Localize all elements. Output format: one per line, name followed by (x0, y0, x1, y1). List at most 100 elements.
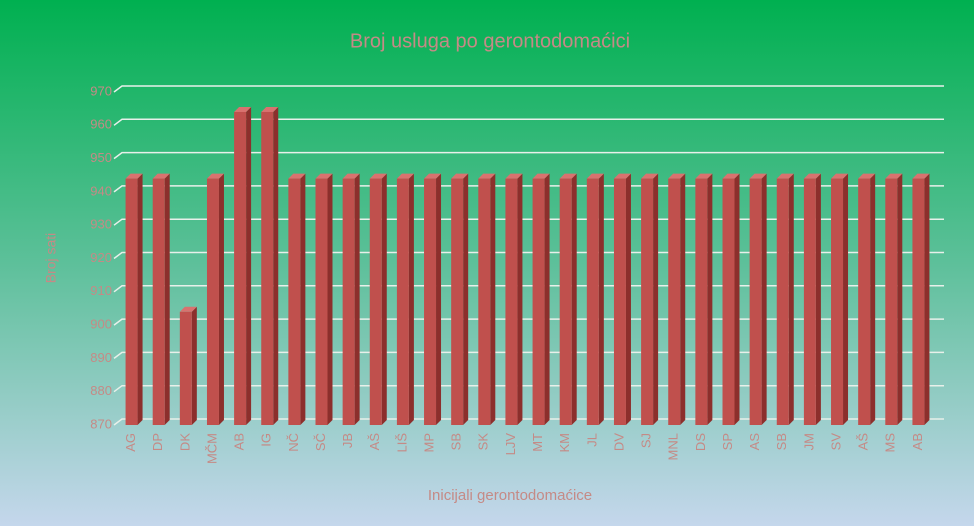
bar (125, 178, 138, 425)
bar (858, 178, 871, 425)
bar-side (381, 173, 387, 425)
bar (505, 178, 518, 425)
x-tick-label: MČM (204, 433, 219, 464)
bar-top (722, 173, 740, 179)
y-tick-label: 960 (90, 117, 112, 132)
bar-side (164, 173, 170, 425)
x-tick-label: AŠ (367, 433, 382, 451)
bar-top (152, 173, 170, 179)
bar (288, 178, 301, 425)
bar (152, 178, 165, 425)
bar-side (734, 173, 740, 425)
x-tick-label: MS (883, 433, 898, 453)
bar (695, 178, 708, 425)
x-tick-label: DP (150, 433, 165, 451)
x-tick-label: SB (774, 433, 789, 450)
bar-top (206, 173, 224, 179)
x-tick-label: AS (747, 433, 762, 451)
bar-top (749, 173, 767, 179)
x-tick-label: SB (449, 433, 464, 450)
bar-top (885, 173, 903, 179)
bar-top (125, 173, 143, 179)
bar-top (396, 173, 414, 179)
x-tick-label: JB (340, 433, 355, 448)
x-tick-label: SJ (639, 433, 654, 448)
y-tick-label: 930 (90, 217, 112, 232)
bar (315, 178, 328, 425)
bar-top (234, 106, 252, 112)
bar-side (137, 173, 143, 425)
grid-line (113, 118, 944, 126)
bar-top (858, 173, 876, 179)
bar-top (586, 173, 604, 179)
bar (668, 178, 681, 425)
bar (912, 178, 925, 425)
bar-top (505, 173, 523, 179)
x-tick-label: DK (177, 433, 192, 451)
bar (396, 178, 409, 425)
bar-side (246, 106, 252, 425)
x-tick-label: JL (584, 433, 599, 447)
bar (369, 178, 382, 425)
bar (451, 178, 464, 425)
bar-side (300, 173, 306, 425)
x-tick-label: MNL (666, 433, 681, 460)
y-tick-label: 900 (90, 317, 112, 332)
grid-line (113, 151, 944, 160)
x-axis-label: Inicijali gerontodomaćice (428, 487, 592, 504)
bar (885, 178, 898, 425)
bar (424, 178, 437, 425)
bar (342, 178, 355, 425)
bar-top (613, 173, 631, 179)
bar-side (463, 173, 469, 425)
bar-side (815, 173, 821, 425)
bar (722, 178, 735, 425)
bar-side (843, 173, 849, 425)
bar (261, 111, 274, 425)
y-tick-label: 950 (90, 150, 112, 165)
bar-top (641, 173, 659, 179)
bar-side (490, 173, 496, 425)
x-tick-label: DS (693, 433, 708, 451)
bar (206, 178, 219, 425)
bar (532, 178, 545, 425)
bar-side (653, 173, 659, 425)
bar-side (273, 106, 279, 425)
bar-side (761, 173, 767, 425)
x-tick-label: AB (910, 433, 925, 450)
x-tick-label: MT (530, 433, 545, 452)
bar (613, 178, 626, 425)
x-tick-label: DV (611, 433, 626, 451)
x-tick-label: MP (421, 433, 436, 453)
x-tick-label: LJV (503, 433, 518, 456)
bar-side (625, 173, 631, 425)
x-tick-label: LIŠ (394, 433, 409, 453)
x-tick-label: AB (232, 433, 247, 450)
bar-side (924, 173, 930, 425)
x-tick-label: SP (720, 433, 735, 450)
bar-side (788, 173, 794, 425)
bar-top (369, 173, 387, 179)
x-tick-label: KM (557, 433, 572, 453)
bar-top (532, 173, 550, 179)
bar-side (517, 173, 523, 425)
bar (803, 178, 816, 425)
x-tick-label: JM (801, 433, 816, 450)
bar-top (803, 173, 821, 179)
y-axis-label: Broj sati (43, 233, 59, 284)
y-tick-label: 870 (90, 416, 112, 431)
chart-title: Broj usluga po gerontodomaćici (350, 30, 630, 52)
bar (776, 178, 789, 425)
y-tick-label: 970 (90, 83, 112, 98)
bar-top (559, 173, 577, 179)
bar (559, 178, 572, 425)
bar-side (870, 173, 876, 425)
bar-top (315, 173, 333, 179)
y-tick-label: 890 (90, 350, 112, 365)
bar (179, 311, 192, 425)
bar (478, 178, 491, 425)
bar-side (598, 173, 604, 425)
bar-side (408, 173, 414, 425)
bar (234, 111, 247, 425)
x-tick-label: AŠ (856, 433, 871, 451)
